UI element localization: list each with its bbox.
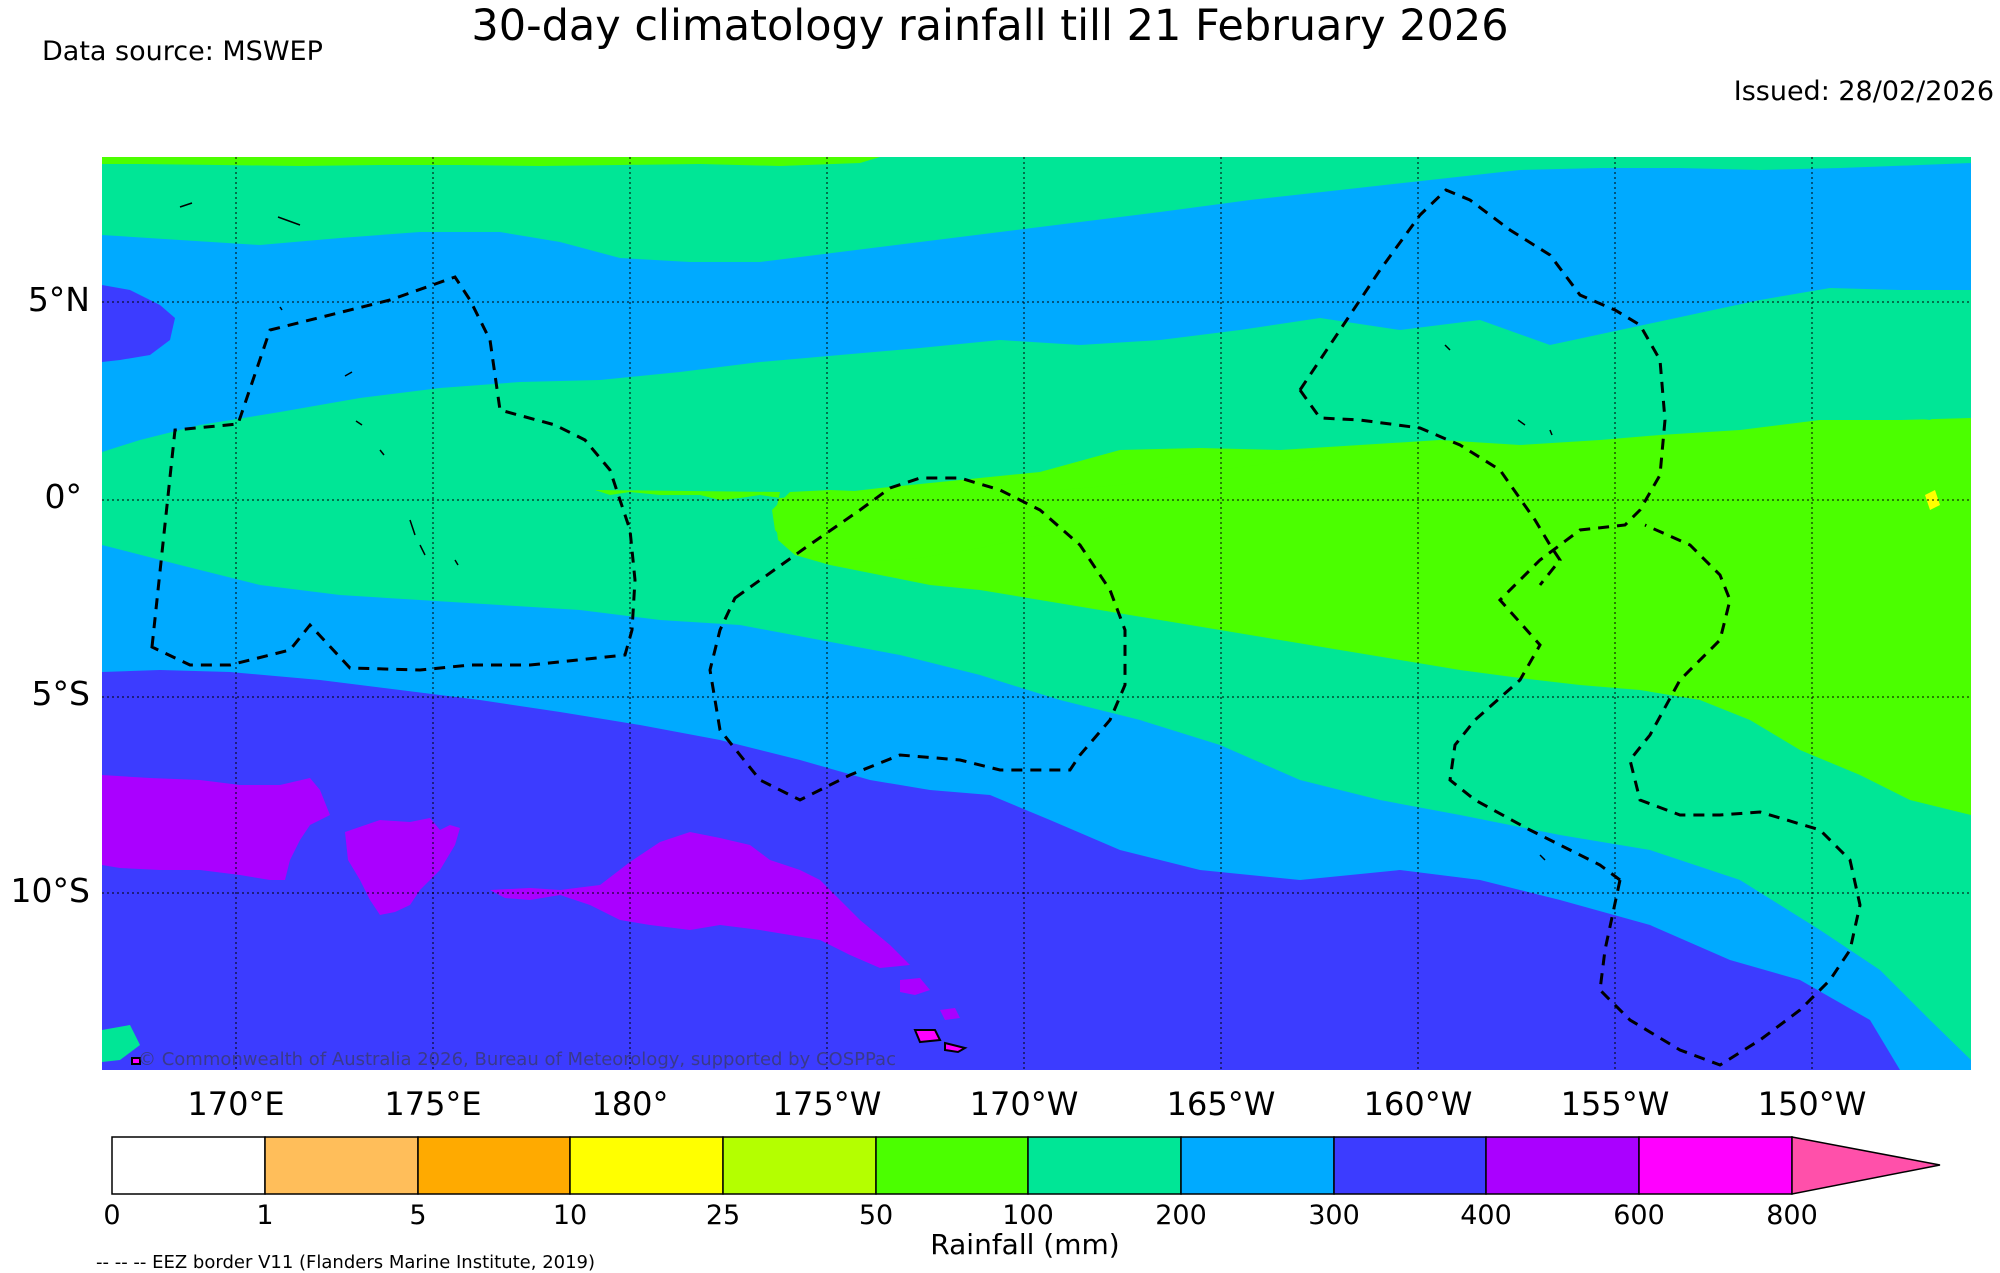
island-outline-samoa-2	[944, 1041, 968, 1054]
colorbar-bin-1-5	[264, 1136, 419, 1195]
rainfall-patch-1	[102, 285, 175, 362]
rainfall-band-50-100-equator-west	[772, 460, 1320, 562]
longitude-label-180: 180°	[591, 1085, 669, 1123]
eez-border-line-islands-central	[1298, 389, 1562, 586]
colorbar-tick-0: 0	[103, 1200, 121, 1231]
colorbar-tick-200: 200	[1155, 1200, 1207, 1231]
colorbar-tick-400: 400	[1460, 1200, 1512, 1231]
rainfall-band-400-600-south	[490, 832, 910, 968]
island-outline-tokelau	[131, 1057, 141, 1065]
rainfall-band-100-200	[102, 157, 1971, 1060]
colorbar-bin-400-600	[1485, 1136, 1640, 1195]
rainfall-band-200-300-north	[102, 163, 1971, 452]
island-outlines	[131, 202, 1553, 1065]
map-copyright: © Commonwealth of Australia 2026, Bureau…	[138, 1049, 896, 1070]
colorbar-tick-25: 25	[705, 1200, 741, 1231]
colorbar-bin-50-100	[875, 1136, 1029, 1195]
longitude-label-170e: 170°E	[187, 1085, 285, 1123]
longitude-label-150w: 150°W	[1757, 1085, 1867, 1123]
issued-date-label: Issued: 28/02/2026	[1733, 76, 1994, 107]
colorbar-bin-300-400	[1333, 1136, 1487, 1195]
rainfall-band-400-600-central	[345, 818, 460, 915]
longitude-label-170w: 170°W	[969, 1085, 1079, 1123]
colorbar-extend-arrow	[1791, 1136, 1941, 1195]
colorbar-tick-10: 10	[552, 1200, 588, 1231]
colorbar-title: Rainfall (mm)	[930, 1228, 1120, 1261]
latitude-label-0: 0°	[44, 477, 83, 516]
island-outline-samoa	[913, 1029, 942, 1044]
colorbar-tick-100: 100	[1002, 1200, 1054, 1231]
eez-border-line-islands-south	[1598, 523, 1862, 1067]
longitude-label-175e: 175°E	[384, 1085, 482, 1123]
colorbar-bin-10-25	[569, 1136, 724, 1195]
rainfall-band-400-600-west	[102, 775, 330, 880]
colorbar-bin-600-800	[1638, 1136, 1793, 1195]
longitude-label-160w: 160°W	[1363, 1085, 1473, 1123]
longitude-label-175w: 175°W	[772, 1085, 882, 1123]
map-title: 30-day climatology rainfall till 21 Febr…	[471, 1, 1509, 51]
latitude-label-10s: 10°S	[10, 871, 90, 910]
colorbar-bin-0-1	[111, 1136, 266, 1195]
latitude-label-5s: 5°S	[31, 674, 90, 713]
eez-credit: -- -- -- EEZ border V11 (Flanders Marine…	[96, 1252, 596, 1273]
colorbar-tick-5: 5	[409, 1200, 427, 1231]
eez-border-line-islands-north	[1298, 188, 1667, 882]
colorbar-bin-200-300	[1180, 1136, 1335, 1195]
colorbar	[111, 1136, 1941, 1195]
eez-border-phoenix	[708, 476, 1127, 802]
colorbar-bin-5-10	[417, 1136, 571, 1195]
eez-border-kiribati-gilberts	[150, 275, 637, 672]
rainfall-band-400-600-islands	[900, 978, 960, 1020]
longitude-label-165w: 165°W	[1166, 1085, 1276, 1123]
map-gridlines	[102, 157, 1971, 1070]
colorbar-tick-600: 600	[1613, 1200, 1665, 1231]
longitude-label-155w: 155°W	[1560, 1085, 1670, 1123]
latitude-label-5n: 5°N	[27, 280, 90, 319]
eez-borders	[150, 188, 1862, 1067]
colorbar-tick-800: 800	[1766, 1200, 1818, 1231]
colorbar-tick-1: 1	[256, 1200, 274, 1231]
colorbar-bin-25-50	[722, 1136, 877, 1195]
rainfall-patch-4	[102, 1025, 140, 1062]
data-source-label: Data source: MSWEP	[42, 36, 323, 67]
rainfall-patch-2	[1910, 402, 1940, 420]
colorbar-tick-300: 300	[1308, 1200, 1360, 1231]
colorbar-bin-100-200	[1027, 1136, 1182, 1195]
rainfall-field	[102, 157, 1971, 1070]
rainfall-band-50-100-north	[102, 157, 880, 166]
colorbar-tick-50: 50	[858, 1200, 894, 1231]
